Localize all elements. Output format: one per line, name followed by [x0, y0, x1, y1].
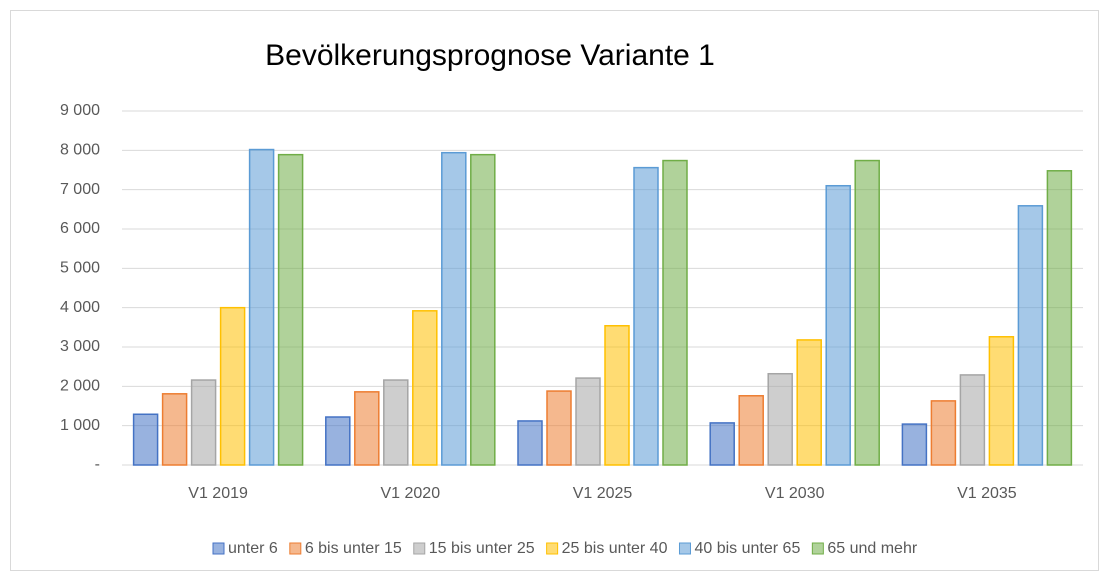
x-tick-label: V1 2030	[765, 485, 825, 502]
y-tick-label: 5 000	[60, 260, 100, 277]
bar	[248, 148, 275, 466]
bar	[412, 310, 438, 466]
bar	[132, 413, 159, 466]
bar	[354, 391, 380, 466]
y-tick-label: 8 000	[60, 142, 100, 159]
legend-swatch	[289, 542, 302, 555]
bar	[470, 153, 496, 466]
bar	[383, 379, 409, 466]
bar	[190, 379, 217, 466]
bar	[219, 306, 246, 466]
legend-swatch	[811, 542, 824, 555]
bar	[277, 153, 304, 466]
legend-label: 25 bis unter 40	[562, 540, 668, 557]
y-tick-label: 2 000	[60, 378, 100, 395]
legend-swatch	[212, 542, 225, 555]
bar	[825, 184, 851, 466]
bar	[575, 377, 601, 466]
legend-label: 6 bis unter 15	[305, 540, 402, 557]
x-tick-label: V1 2020	[380, 485, 440, 502]
bar	[517, 420, 543, 466]
bar	[930, 400, 957, 466]
y-tick-label: 7 000	[60, 181, 100, 198]
legend-label: 65 und mehr	[827, 540, 918, 557]
legend-swatch	[413, 542, 426, 555]
chart-title: Bevölkerungsprognose Variante 1	[265, 39, 715, 72]
bar	[901, 423, 928, 466]
y-tick-label: 9 000	[60, 102, 100, 119]
bar	[161, 393, 188, 466]
bar	[325, 416, 351, 466]
bar	[767, 372, 793, 466]
bar	[633, 166, 659, 466]
bar	[604, 325, 630, 466]
bar	[796, 339, 822, 466]
y-tick-label: 3 000	[60, 338, 100, 355]
y-tick-label: 4 000	[60, 299, 100, 316]
legend-label: 15 bis unter 25	[429, 540, 535, 557]
bar	[709, 422, 735, 466]
y-tick-label: -	[95, 456, 100, 473]
bar	[1046, 170, 1073, 466]
legend-label: unter 6	[228, 540, 278, 557]
bar	[959, 374, 986, 466]
bar	[738, 395, 764, 466]
bar	[854, 159, 880, 466]
bar	[546, 390, 572, 466]
bar	[1017, 205, 1044, 466]
y-tick-label: 1 000	[60, 417, 100, 434]
legend-swatch	[678, 542, 691, 555]
x-tick-label: V1 2035	[957, 485, 1017, 502]
legend-label: 40 bis unter 65	[694, 540, 800, 557]
chart-border	[10, 10, 1099, 571]
x-tick-label: V1 2025	[573, 485, 633, 502]
x-tick-label: V1 2019	[188, 485, 248, 502]
legend-swatch	[546, 542, 559, 555]
bar	[441, 151, 467, 466]
bar	[662, 159, 688, 466]
y-tick-label: 6 000	[60, 220, 100, 237]
bar	[988, 336, 1015, 466]
